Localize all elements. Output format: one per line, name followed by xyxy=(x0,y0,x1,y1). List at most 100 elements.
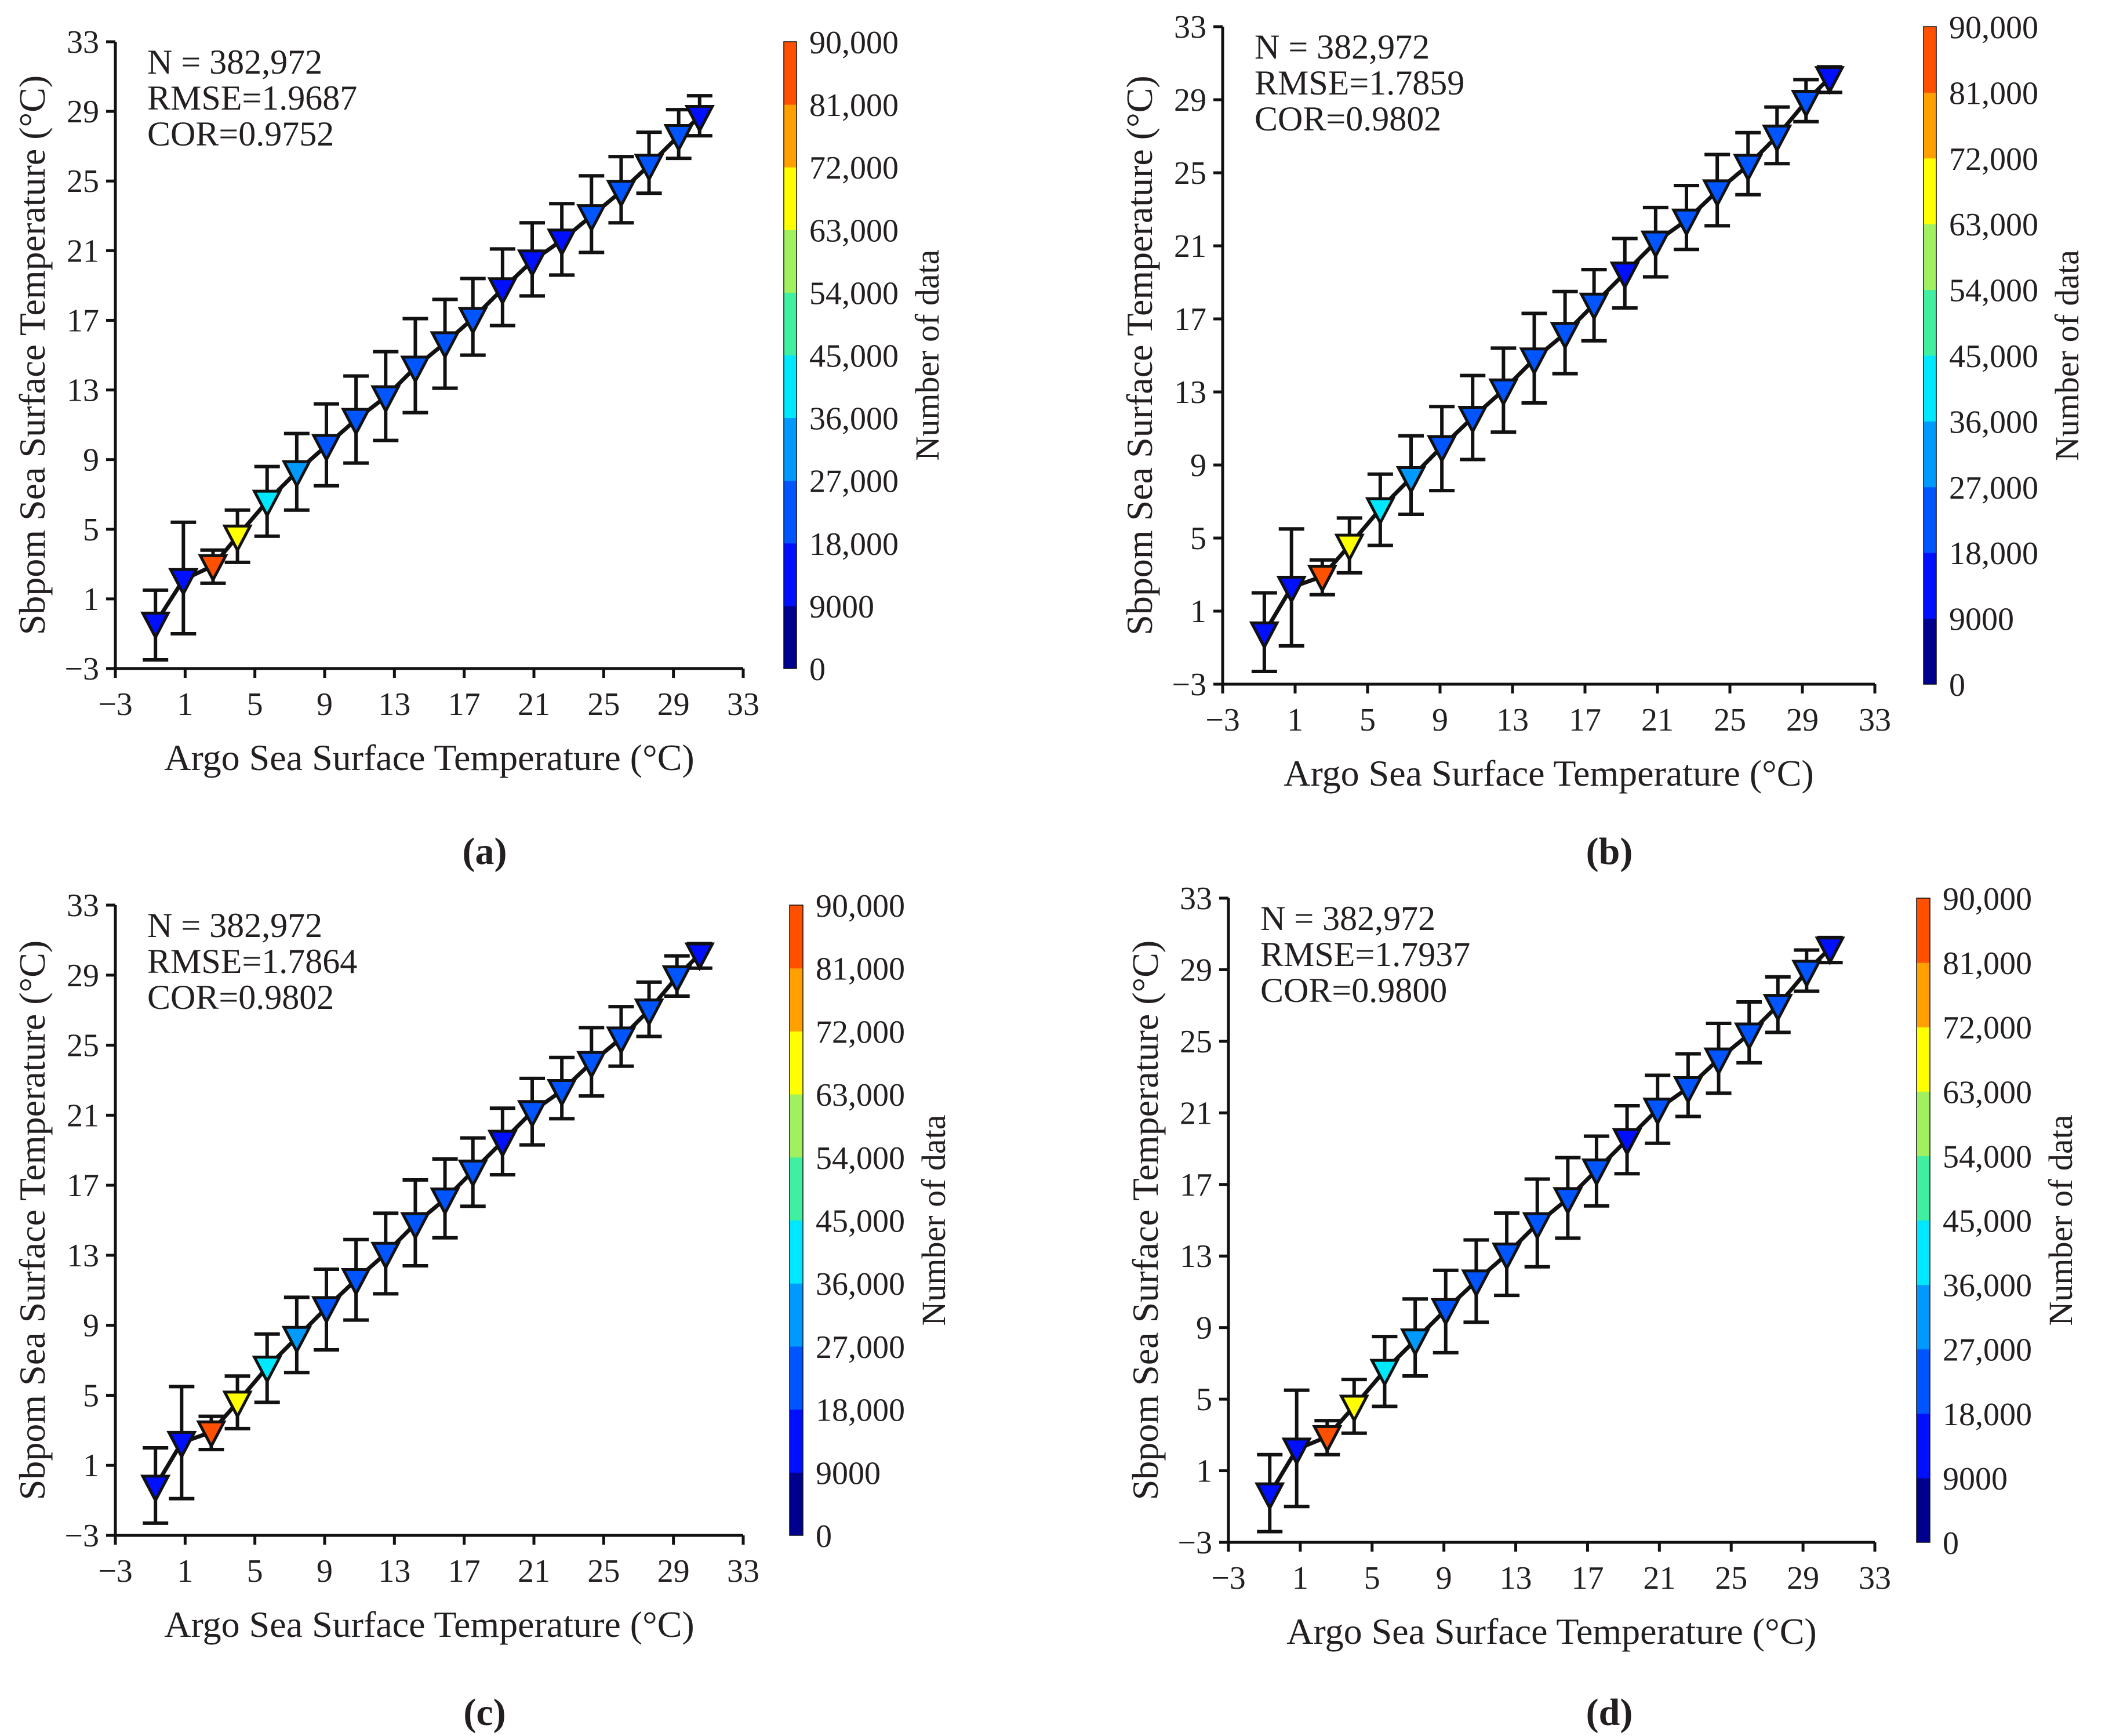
colorbar-tick-label: 0 xyxy=(1949,667,1965,703)
colorbar-tick-label: 27,000 xyxy=(1943,1332,2032,1368)
data-point-triangle xyxy=(222,1390,253,1420)
data-point-triangle xyxy=(1579,292,1609,322)
data-point-triangle xyxy=(517,249,548,278)
data-point-triangle xyxy=(1762,994,1793,1023)
data-point-triangle xyxy=(1609,262,1640,290)
stats-annotation: RMSE=1.7937 xyxy=(1260,935,1470,974)
y-axis-title: Sbpom Sea Surface Temperature (°C) xyxy=(12,75,53,635)
data-point-triangle xyxy=(1276,575,1307,605)
data-point-triangle xyxy=(1703,1047,1734,1077)
colorbar-tick-label: 27,000 xyxy=(1949,470,2038,506)
y-tick-label: 13 xyxy=(67,373,99,409)
y-tick-label: 21 xyxy=(1180,1095,1212,1131)
colorbar-segment xyxy=(790,1094,803,1158)
colorbar-segment xyxy=(1924,224,1936,290)
data-point-triangle xyxy=(1312,1425,1343,1454)
data-point-triangle xyxy=(168,568,199,597)
colorbar-segment xyxy=(790,905,803,969)
colorbar-tick-label: 90,000 xyxy=(1943,881,2032,917)
data-point-triangle xyxy=(1762,124,1793,154)
colorbar-tick-label: 81,000 xyxy=(816,951,905,987)
data-point-triangle xyxy=(341,1268,372,1297)
x-tick-label: 9 xyxy=(1436,1560,1452,1596)
colorbar-tick-label: 9000 xyxy=(1943,1461,2008,1497)
colorbar-tick-label: 54,000 xyxy=(816,1141,905,1176)
data-point-triangle xyxy=(1281,1437,1312,1467)
x-tick-label: 1 xyxy=(1292,1560,1308,1596)
data-point-triangle xyxy=(487,277,518,306)
colorbar-segment xyxy=(1924,486,1936,553)
x-tick-label: 29 xyxy=(1786,702,1819,738)
data-point-triangle xyxy=(634,998,664,1027)
colorbar-tick-label: 63,000 xyxy=(816,1077,905,1113)
colorbar-frame xyxy=(789,905,804,1536)
data-point-triangle xyxy=(457,1159,488,1189)
colorbar-segment xyxy=(1917,1284,1930,1350)
colorbar-tick-label: 45,000 xyxy=(1949,339,2038,375)
data-point-triangle xyxy=(198,554,228,583)
y-tick-label: 5 xyxy=(83,512,99,548)
stats-annotation: RMSE=1.7859 xyxy=(1255,64,1464,102)
colorbar-segment xyxy=(784,605,797,669)
colorbar-tick-label: 9000 xyxy=(1949,602,2014,638)
colorbar-segment xyxy=(784,417,797,481)
y-tick-label: 17 xyxy=(67,1168,99,1204)
data-point-triangle xyxy=(1734,1022,1765,1052)
stats-annotation: N = 382,972 xyxy=(1260,899,1435,938)
colorbar-segment xyxy=(784,230,797,293)
colorbar-tick-label: 27,000 xyxy=(816,1330,905,1365)
colorbar-tick-label: 90,000 xyxy=(1949,10,2038,46)
data-point-triangle xyxy=(1399,1328,1431,1357)
colorbar-segment xyxy=(1924,618,1936,685)
colorbar-segment xyxy=(790,1220,803,1284)
y-tick-label: 33 xyxy=(1180,881,1212,917)
colorbar-title: Number of data xyxy=(2042,1115,2079,1326)
colorbar-tick-label: 54,000 xyxy=(1943,1139,2032,1175)
colorbar-tick-label: 36,000 xyxy=(809,401,899,437)
x-tick-label: 21 xyxy=(518,1553,550,1589)
x-tick-label: −3 xyxy=(1205,702,1240,738)
colorbar-segment xyxy=(1924,289,1936,356)
colorbar-segment xyxy=(790,968,803,1032)
x-tick-label: 29 xyxy=(1787,1560,1819,1596)
panel-c: −3 1 5 9 13 17 21 25 29 33 −3 1 5 9 13 17 21 25 29 33 Argo S… xyxy=(12,888,952,1734)
data-point-triangle xyxy=(546,1078,577,1108)
colorbar-tick-label: 54,000 xyxy=(809,275,899,311)
panel-d: −3 1 5 9 13 17 21 25 29 33 −3 1 5 9 13 17 21 25 29 33 Argo S… xyxy=(1125,881,2079,1734)
x-tick-label: 13 xyxy=(378,687,410,722)
x-tick-label: 21 xyxy=(518,687,550,722)
y-tick-label: 13 xyxy=(1180,1239,1212,1274)
x-tick-label: 17 xyxy=(448,687,481,722)
data-point-triangle xyxy=(1640,230,1671,260)
x-tick-label: 9 xyxy=(1432,702,1448,738)
data-point-triangle xyxy=(1519,347,1550,376)
x-tick-label: 25 xyxy=(587,687,620,722)
x-tick-label: 25 xyxy=(1714,702,1746,738)
data-point-triangle xyxy=(311,1296,342,1325)
y-tick-label: 17 xyxy=(1174,302,1206,337)
y-tick-label: 29 xyxy=(67,958,99,994)
x-tick-label: 17 xyxy=(1569,702,1601,738)
colorbar-segment xyxy=(1917,1156,1930,1221)
x-tick-label: 1 xyxy=(177,687,193,722)
x-tick-label: −3 xyxy=(98,1553,133,1589)
data-point-triangle xyxy=(1488,378,1519,408)
data-point-triangle xyxy=(1673,1076,1704,1105)
panel-label: (a) xyxy=(463,830,507,873)
data-point-triangle xyxy=(140,611,171,641)
y-tick-label: 33 xyxy=(67,888,99,924)
y-tick-label: 9 xyxy=(83,442,99,478)
data-point-triangle xyxy=(606,180,637,209)
x-tick-label: 13 xyxy=(1500,1560,1532,1596)
data-point-triangle xyxy=(1522,1212,1553,1241)
data-point-triangle xyxy=(400,355,431,385)
data-point-triangle xyxy=(1491,1243,1522,1272)
data-point-triangle xyxy=(196,1420,227,1450)
colorbar-segment xyxy=(1924,553,1936,619)
x-tick-label: 33 xyxy=(1859,702,1891,738)
stats-annotation: N = 382,972 xyxy=(147,906,322,945)
data-point-triangle xyxy=(661,965,692,994)
colorbar-title: Number of data xyxy=(2048,250,2086,461)
x-tick-label: 5 xyxy=(1364,1560,1380,1596)
data-point-triangle xyxy=(684,105,715,134)
